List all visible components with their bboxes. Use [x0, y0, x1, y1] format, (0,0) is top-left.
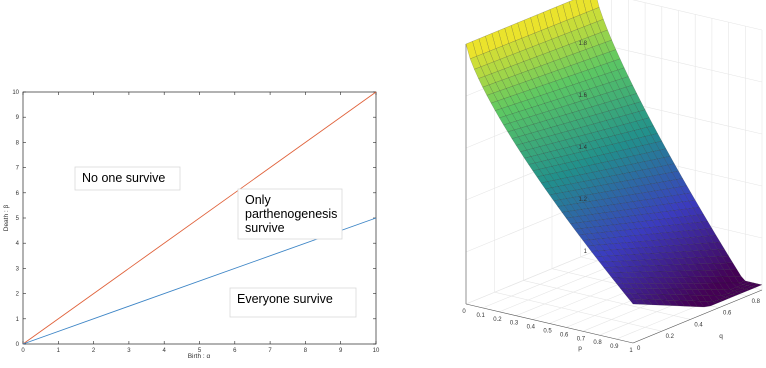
- y-tick-label: 4: [16, 241, 20, 247]
- y-axis-label: Death : β: [3, 204, 10, 231]
- y-tick-label: 9: [16, 115, 20, 121]
- q-grid-line: [523, 280, 691, 320]
- x-tick-label: 0.1: [477, 313, 486, 319]
- x-tick-label: 10: [373, 348, 380, 354]
- z-tick-label: 1.2: [579, 197, 588, 203]
- x-axis-label: Birth : α: [188, 353, 211, 360]
- y-tick-label: 0.2: [666, 334, 675, 340]
- x-tick-label: 0.3: [510, 321, 519, 327]
- y-tick-label: 0: [16, 342, 20, 348]
- x-tick-label: 0.9: [610, 344, 619, 350]
- p-grid-line: [482, 254, 612, 309]
- q-axis-line: [632, 289, 763, 344]
- y-axis: 0 1 2 3 4 5 6 7 8 9 10: [12, 90, 376, 348]
- x-tick-label: 1: [629, 348, 633, 354]
- p-grid-line: [465, 250, 596, 305]
- line-chart-panel: 0 1 2 3 4 5 6 7 8 9 10 0 1 2 3 4 5 6 7 8 9 10 No one survive…: [3, 90, 380, 360]
- z-tick-label: 1.8: [579, 41, 588, 47]
- y-tick-label: 0: [637, 346, 641, 352]
- y-tick-label: 0.8: [752, 299, 761, 305]
- annotation-text: survive: [245, 221, 285, 235]
- z-tick-label: 1.6: [579, 93, 588, 99]
- surface-patch: [628, 298, 640, 305]
- y-tick-label: 1: [16, 317, 20, 323]
- x-tick-label: 8: [304, 348, 308, 354]
- x-tick-label: 0.4: [527, 325, 536, 331]
- x-tick-label: 9: [339, 348, 343, 354]
- y-tick-label: 8: [16, 140, 20, 146]
- x-tick-label: 4: [163, 348, 167, 354]
- annotation-box: [229, 287, 357, 318]
- y-tick-label: 10: [12, 90, 19, 96]
- surface-chart-panel: 11.21.41.61.8200.10.20.30.40.50.60.70.80…: [462, 0, 763, 354]
- annotation-text: Only: [245, 193, 271, 207]
- annotation-box: [237, 188, 343, 240]
- x-tick-label: 0.7: [577, 336, 586, 342]
- z-tick-label: 1: [584, 249, 588, 255]
- annotation-text: No one survive: [82, 171, 165, 185]
- z-tick-label: 1.4: [579, 145, 588, 151]
- x-tick-label: 6: [233, 348, 237, 354]
- y-tick-label: 6: [16, 191, 20, 197]
- x-tick-label: 0.5: [543, 329, 552, 335]
- x-tick-label: 0.2: [493, 317, 502, 323]
- x-tick-label: 5: [198, 348, 202, 354]
- q-grid-line: [494, 291, 662, 332]
- p-axis-line: [465, 303, 634, 344]
- y-tick-label: 0.6: [723, 311, 732, 317]
- annotation-box: [74, 166, 181, 191]
- x-tick-label: 7: [268, 348, 272, 354]
- y-tick-label: 7: [16, 166, 20, 172]
- y-tick-label: 0.4: [694, 322, 703, 328]
- x-tick-label: 2: [92, 348, 96, 354]
- x-axis: 0 1 2 3 4 5 6 7 8 9 10: [21, 92, 380, 354]
- x-axis-label: p: [578, 345, 582, 352]
- x-tick-label: 0: [21, 348, 25, 354]
- annotation-text: parthenogenesis: [245, 207, 337, 221]
- x-tick-label: 0.8: [593, 340, 602, 346]
- x-tick-label: 1: [57, 348, 61, 354]
- x-tick-label: 3: [127, 348, 131, 354]
- surface-layer: [465, 0, 763, 308]
- annotation-text: Everyone survive: [237, 292, 333, 306]
- tick-layer: 11.21.41.61.8200.10.20.30.40.50.60.70.80…: [462, 41, 761, 354]
- y-tick-label: 3: [16, 266, 20, 272]
- y-axis-label: q: [719, 333, 723, 340]
- x-tick-label: 0.6: [560, 332, 569, 338]
- y-tick-label: 5: [16, 216, 20, 222]
- y-tick-label: 2: [16, 292, 20, 298]
- series-line: [22, 91, 377, 345]
- x-tick-label: 0: [462, 309, 466, 315]
